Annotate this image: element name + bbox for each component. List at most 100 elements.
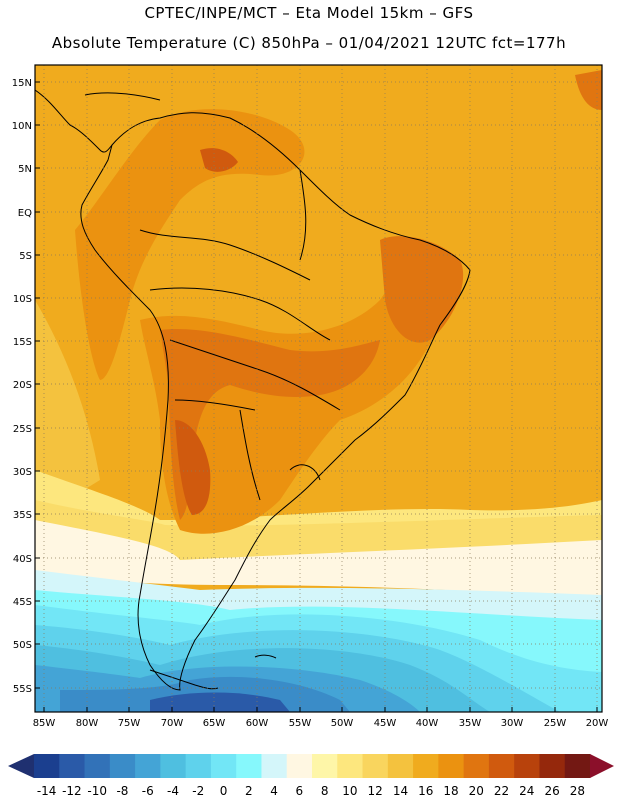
- colorbar-label: -2: [192, 784, 204, 798]
- field-ne-brazil-20-22: [380, 236, 464, 343]
- latitude-labels: 15N 10N 5N EQ 5S 10S 15S 20S 25S 30S 35S…: [12, 78, 32, 695]
- lon-label: 55W: [289, 718, 312, 729]
- lon-label: 85W: [33, 718, 56, 729]
- graticule: [35, 65, 602, 712]
- south-america-outline: [80, 112, 471, 691]
- colorbar-swatch: [210, 754, 237, 778]
- lat-label: 15N: [12, 78, 32, 89]
- border-b: [149, 287, 331, 341]
- colorbar-label: 4: [270, 784, 278, 798]
- lat-label: 30S: [13, 467, 32, 478]
- lat-label: 25S: [13, 424, 32, 435]
- colorbar-label: 2: [245, 784, 253, 798]
- colorbar-swatch: [84, 754, 111, 778]
- colorbar-swatch: [109, 754, 136, 778]
- field-chaco-20-22: [160, 329, 380, 520]
- colorbar-label: -10: [87, 784, 107, 798]
- border-e: [239, 409, 261, 501]
- colorbar: -14 -12 -10 -8 -6 -4 -2 0 2 4 6 8 10 12 14 16 18 20 22 24 26…: [8, 754, 614, 798]
- colorbar-label: 24: [519, 784, 534, 798]
- colorbar-swatches: [34, 754, 591, 778]
- longitude-labels: 85W 80W 75W 70W 65W 60W 55W 50W 45W 40W …: [33, 718, 609, 729]
- lat-label: 10S: [13, 294, 32, 305]
- caribbean-coast-a: [84, 92, 161, 101]
- field-venezuela-22-24: [200, 148, 238, 172]
- colorbar-label: -8: [116, 784, 128, 798]
- colorbar-swatch: [236, 754, 262, 778]
- colorbar-swatch: [286, 754, 313, 778]
- colorbar-label: -14: [37, 784, 57, 798]
- lon-label: 60W: [246, 718, 269, 729]
- lat-label: 45S: [13, 597, 32, 608]
- lon-label: 30W: [501, 718, 524, 729]
- colorbar-swatch: [34, 754, 60, 778]
- lon-label: 25W: [544, 718, 567, 729]
- lon-label: 70W: [161, 718, 184, 729]
- colorbar-label: 10: [342, 784, 357, 798]
- colorbar-swatch: [261, 754, 288, 778]
- title-line-2: Absolute Temperature (C) 850hPa – 01/04/…: [51, 34, 567, 52]
- lat-label: 10N: [12, 121, 32, 132]
- lon-label: 75W: [118, 718, 141, 729]
- title-line-1: CPTEC/INPE/MCT – Eta Model 15km – GFS: [144, 4, 474, 22]
- border-f: [299, 169, 307, 261]
- lat-label: 40S: [13, 554, 32, 565]
- colorbar-label: -6: [142, 784, 154, 798]
- lat-label: 55S: [13, 684, 32, 695]
- colorbar-swatch: [438, 754, 465, 778]
- colorbar-labels: -14 -12 -10 -8 -6 -4 -2 0 2 4 6 8 10 12 14 16 18 20 22 24 26…: [37, 784, 585, 798]
- border-uruguay: [289, 464, 321, 481]
- colorbar-swatch: [337, 754, 364, 778]
- colorbar-swatch: [539, 754, 566, 778]
- colorbar-label: 18: [443, 784, 458, 798]
- colorbar-label: -4: [167, 784, 179, 798]
- colorbar-swatch: [59, 754, 86, 778]
- colorbar-label: 26: [544, 784, 559, 798]
- field-ne-corner-20-22: [575, 70, 602, 110]
- lat-label: 50S: [13, 640, 32, 651]
- lon-label: 65W: [203, 718, 226, 729]
- field-argentina-22-24: [175, 420, 211, 515]
- lat-label: 15S: [13, 337, 32, 348]
- lat-label: 5S: [19, 251, 32, 262]
- lon-label: 80W: [76, 718, 99, 729]
- colorbar-swatch: [463, 754, 490, 778]
- colorbar-swatch: [185, 754, 212, 778]
- border-a: [139, 229, 311, 281]
- colorbar-swatch: [160, 754, 187, 778]
- colorbar-swatch: [564, 754, 591, 778]
- colorbar-swatch: [362, 754, 389, 778]
- field-andes-north-18-20: [75, 109, 305, 380]
- colorbar-swatch: [413, 754, 439, 778]
- lat-label: 5N: [18, 164, 32, 175]
- lon-label: 45W: [374, 718, 397, 729]
- lon-label: 35W: [459, 718, 482, 729]
- colorbar-label: 16: [418, 784, 433, 798]
- lat-label: 20S: [13, 380, 32, 391]
- temperature-field: [35, 65, 602, 712]
- field-neg10-neg8: [150, 692, 290, 712]
- colorbar-label: 12: [368, 784, 383, 798]
- colorbar-swatch: [488, 754, 515, 778]
- colorbar-under-arrow: [8, 754, 34, 778]
- border-d: [174, 399, 256, 411]
- lon-label: 20W: [586, 718, 609, 729]
- field-west-14-16: [35, 300, 100, 520]
- colorbar-label: 14: [393, 784, 408, 798]
- lon-label: 50W: [331, 718, 354, 729]
- colorbar-swatch: [387, 754, 414, 778]
- map-frame: [34, 64, 603, 713]
- border-c: [169, 339, 341, 411]
- lat-label: 35S: [13, 510, 32, 521]
- colorbar-swatch: [135, 754, 161, 778]
- central-america-coast: [35, 89, 113, 153]
- colorbar-label: 28: [570, 784, 585, 798]
- lat-label: EQ: [18, 208, 32, 219]
- colorbar-swatch: [312, 754, 338, 778]
- lon-label: 40W: [416, 718, 439, 729]
- coastlines: [35, 89, 471, 691]
- colorbar-label: -12: [62, 784, 82, 798]
- tick-marks: [35, 81, 598, 712]
- field-6-8: [35, 520, 602, 600]
